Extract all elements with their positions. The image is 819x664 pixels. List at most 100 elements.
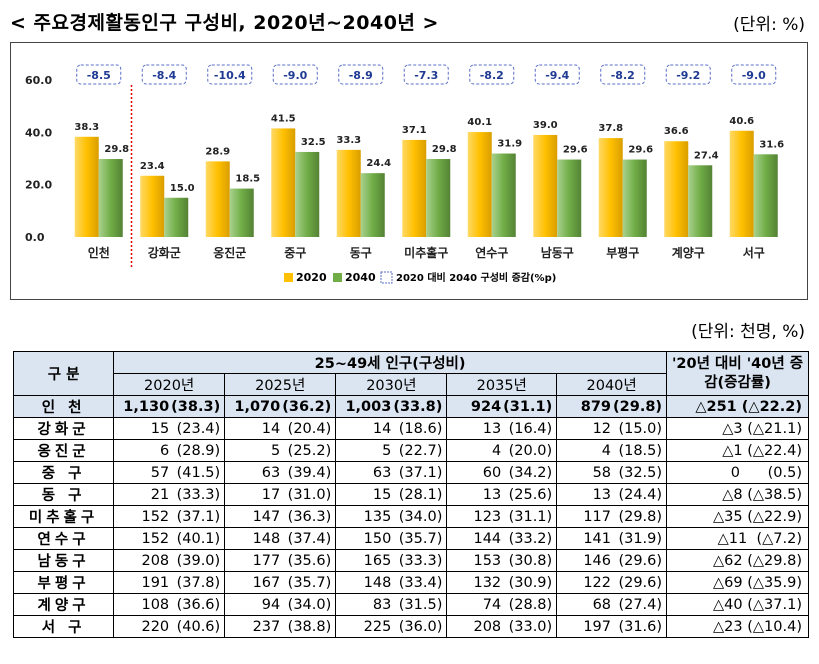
- data-label-2040: 29.8: [432, 144, 457, 155]
- x-tick-label: 미추홀구: [404, 245, 448, 260]
- cell-value: 13: [556, 483, 614, 506]
- cell-value: 74: [446, 593, 504, 616]
- table-row: 연수구 152 (40.1) 148 (37.4) 150 (35.7) 144 (33.2) 1…: [12, 527, 809, 550]
- bar-2040: [360, 173, 385, 237]
- cell-percent: (31.5): [393, 593, 448, 616]
- cell-value: 135: [335, 505, 394, 528]
- cell-percent: (34.0): [393, 505, 448, 528]
- cell-value: 14: [224, 417, 283, 440]
- x-tick-label: 인천: [88, 245, 110, 260]
- x-tick-label: 계양구: [672, 245, 705, 260]
- change-label: -8.2: [611, 69, 635, 82]
- x-tick-label: 남동구: [541, 245, 574, 260]
- change-label: -8.2: [480, 69, 504, 82]
- data-label-2040: 27.4: [694, 150, 719, 161]
- cell-value: 220: [113, 615, 172, 638]
- x-tick-label: 동구: [350, 246, 372, 260]
- cell-percent: (39.0): [171, 549, 226, 572]
- cell-value: 21: [113, 483, 172, 506]
- cell-value: 15: [335, 483, 394, 506]
- change-box: [600, 64, 646, 85]
- cell-change: △1 (△22.4): [666, 439, 809, 462]
- change-box: [469, 64, 515, 85]
- cell-value: 58: [556, 461, 614, 484]
- header-change: '20년 대비 '40년 증감(증감률): [666, 351, 809, 396]
- cell-value: 208: [446, 615, 504, 638]
- row-label: 인 천: [12, 395, 115, 418]
- cell-value: 197: [556, 615, 614, 638]
- legend-swatch-change: [380, 271, 393, 284]
- cell-percent: (29.8): [613, 505, 668, 528]
- data-label-2020: 37.1: [402, 125, 427, 136]
- cell-change: △11 (△7.2): [666, 527, 809, 550]
- cell-percent: (37.8): [171, 571, 226, 594]
- cell-value: 148: [335, 571, 394, 594]
- cell-value: 1,130: [113, 395, 172, 418]
- bar-chart: 0.0 20.0 40.0 60.0 38.3 29.8 -8.5 인천 23.4 15.0 -8.…: [25, 64, 784, 284]
- change-box: [534, 64, 580, 85]
- y-tick-label: 60.0: [25, 74, 52, 87]
- x-tick-label: 중구: [284, 246, 306, 260]
- cell-percent: (31.9): [613, 527, 668, 550]
- cell-value: 153: [446, 549, 504, 572]
- cell-percent: (35.7): [393, 527, 448, 550]
- cell-value: 879: [556, 395, 614, 418]
- bar-2040: [491, 153, 516, 237]
- bar-2020: [402, 139, 427, 237]
- cell-value: 123: [446, 505, 504, 528]
- cell-percent: (18.5): [613, 439, 668, 462]
- data-label-2020: 40.6: [729, 116, 754, 127]
- change-box: [665, 64, 711, 85]
- row-label: 연수구: [12, 527, 115, 550]
- change-label: -8.9: [349, 69, 373, 82]
- cell-percent: (24.4): [613, 483, 668, 506]
- cell-change: △3 (△21.1): [666, 417, 809, 440]
- cell-value: 150: [335, 527, 394, 550]
- change-label: -10.4: [214, 69, 246, 82]
- cell-percent: (40.1): [171, 527, 226, 550]
- legend-swatch-2020: [284, 273, 293, 282]
- cell-value: 152: [113, 527, 172, 550]
- bar-2020: [74, 136, 99, 237]
- bar-2020: [533, 134, 558, 237]
- cell-percent: (33.3): [171, 483, 226, 506]
- cell-value: 1,003: [335, 395, 394, 418]
- cell-value: 117: [556, 505, 614, 528]
- cell-value: 146: [556, 549, 614, 572]
- data-label-2040: 31.9: [497, 139, 522, 150]
- change-box: [272, 64, 318, 85]
- cell-percent: (28.9): [171, 439, 226, 462]
- change-box: [731, 64, 777, 85]
- data-label-2020: 39.0: [533, 120, 558, 131]
- cell-value: 60: [446, 461, 504, 484]
- cell-percent: (35.7): [282, 571, 337, 594]
- cell-percent: (29.8): [613, 395, 668, 418]
- cell-value: 63: [335, 461, 394, 484]
- change-label: -9.0: [742, 69, 766, 82]
- chart-unit-label: (단위: %): [733, 15, 805, 35]
- population-table: 구 분 25~49세 인구(구성비) '20년 대비 '40년 증감(증감률) …: [12, 351, 809, 638]
- bar-2040: [688, 165, 713, 237]
- cell-value: 6: [113, 439, 172, 462]
- legend-label-2020: 2020: [296, 271, 327, 284]
- cell-percent: (36.2): [282, 395, 337, 418]
- table-row: 동 구 21 (33.3) 17 (31.0) 15 (28.1) 13 (25.6) 13 (24…: [12, 483, 809, 506]
- row-label: 옹진군: [12, 439, 115, 462]
- bar-2020: [729, 130, 754, 237]
- cell-value: 177: [224, 549, 283, 572]
- cell-percent: (34.2): [503, 461, 558, 484]
- cell-value: 5: [335, 439, 394, 462]
- cell-percent: (39.4): [282, 461, 337, 484]
- table-row: 서 구 220 (40.6) 237 (38.8) 225 (36.0) 208 (33.0) 1…: [12, 615, 809, 638]
- data-label-2040: 15.0: [170, 183, 195, 194]
- bar-2040: [98, 159, 123, 237]
- bar-2020: [664, 141, 689, 237]
- cell-percent: (33.2): [503, 527, 558, 550]
- cell-percent: (31.1): [503, 395, 558, 418]
- bar-2040: [229, 188, 254, 237]
- y-tick-label: 0.0: [25, 231, 45, 244]
- bar-2020: [336, 149, 361, 237]
- cell-change: △8 (△38.5): [666, 483, 809, 506]
- cell-change: 0 (0.5): [666, 461, 809, 484]
- cell-percent: (36.6): [171, 593, 226, 616]
